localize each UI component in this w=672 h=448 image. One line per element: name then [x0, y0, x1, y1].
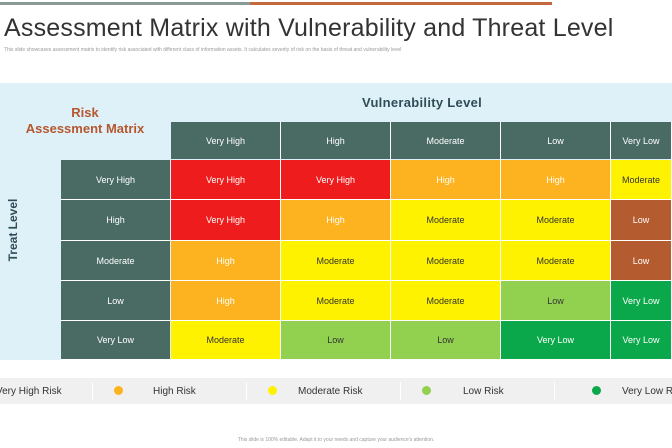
matrix-cell: Very Low — [611, 321, 672, 360]
matrix-cell: High — [391, 160, 501, 200]
matrix-cell: Low — [611, 200, 672, 241]
footer-note: This slide is 100% editable. Adapt it to… — [237, 437, 435, 443]
decorative-line-accent — [250, 2, 552, 5]
row-header: Very High — [61, 160, 170, 200]
legend-label: Very High Risk — [0, 385, 62, 397]
corner-label-text: Risk Assessment Matrix — [25, 105, 145, 136]
matrix-cell: Moderate — [391, 241, 501, 281]
row-header: Moderate — [61, 241, 170, 281]
column-header: Very Low — [611, 122, 672, 159]
matrix-cell: Moderate — [501, 241, 611, 281]
row-header: High — [61, 200, 170, 241]
matrix-cell: Low — [391, 321, 501, 360]
legend-dot — [592, 386, 601, 395]
matrix-cell: Very Low — [611, 281, 672, 321]
matrix-cell: Moderate — [501, 200, 611, 241]
legend-bar — [0, 378, 672, 404]
matrix-cell: Very High — [171, 200, 281, 241]
matrix-cell: High — [501, 160, 611, 200]
matrix-cell: High — [171, 241, 281, 281]
vulnerability-level-title: Vulnerability Level — [361, 94, 483, 110]
legend-label: Moderate Risk — [298, 385, 363, 397]
matrix-cell: Moderate — [281, 241, 391, 281]
page-subtitle: This slide showcases assessment matrix t… — [4, 47, 402, 53]
matrix-cell: High — [171, 281, 281, 321]
legend-divider — [92, 382, 93, 400]
matrix-cell: Moderate — [391, 281, 501, 321]
legend-dot — [268, 386, 277, 395]
matrix-cell: Moderate — [281, 281, 391, 321]
legend-dot — [422, 386, 431, 395]
matrix-cell: Moderate — [171, 321, 281, 360]
matrix-corner-label: Risk Assessment Matrix — [0, 83, 170, 159]
matrix-cell: Low — [281, 321, 391, 360]
column-header: High — [281, 122, 391, 159]
matrix-cell: Moderate — [391, 200, 501, 241]
row-header: Very Low — [61, 321, 170, 360]
page-title: Assessment Matrix with Vulnerability and… — [4, 14, 614, 42]
matrix-cell: High — [281, 200, 391, 241]
matrix-cell: Low — [611, 241, 672, 281]
matrix-cell: Low — [501, 281, 611, 321]
matrix-cell: Very Low — [501, 321, 611, 360]
legend-label: Very Low Risk — [622, 385, 672, 397]
legend-label: High Risk — [153, 385, 196, 397]
legend-divider — [554, 382, 555, 400]
matrix-cell: Very High — [281, 160, 391, 200]
decorative-line — [0, 2, 300, 5]
matrix-cell: Very High — [171, 160, 281, 200]
legend-divider — [400, 382, 401, 400]
matrix-cell: Moderate — [611, 160, 672, 200]
threat-level-title: Treat Level — [6, 198, 20, 262]
legend-label: Low Risk — [463, 385, 504, 397]
row-header: Low — [61, 281, 170, 321]
column-header: Very High — [171, 122, 281, 159]
column-header: Low — [501, 122, 611, 159]
column-header: Moderate — [391, 122, 501, 159]
legend-dot — [114, 386, 123, 395]
legend-divider — [246, 382, 247, 400]
